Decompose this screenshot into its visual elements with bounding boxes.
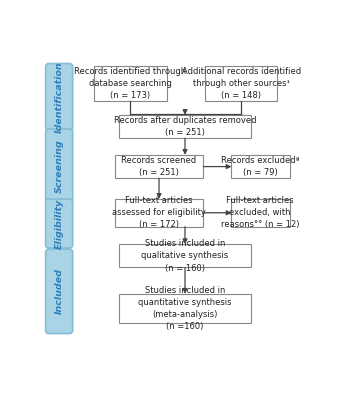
FancyBboxPatch shape xyxy=(94,66,167,101)
Text: Studies included in
quantitative synthesis
(meta-analysis)
(n =160): Studies included in quantitative synthes… xyxy=(138,286,232,331)
Text: Records screened
(n = 251): Records screened (n = 251) xyxy=(121,156,197,177)
Text: Records after duplicates removed
(n = 251): Records after duplicates removed (n = 25… xyxy=(114,116,256,137)
FancyBboxPatch shape xyxy=(46,249,73,334)
FancyBboxPatch shape xyxy=(119,115,251,138)
FancyBboxPatch shape xyxy=(46,64,73,131)
FancyBboxPatch shape xyxy=(231,199,290,227)
Text: Included: Included xyxy=(55,268,64,314)
Text: Identification: Identification xyxy=(55,62,64,133)
FancyBboxPatch shape xyxy=(46,199,73,248)
FancyBboxPatch shape xyxy=(119,294,251,323)
Text: Screening: Screening xyxy=(55,140,64,193)
FancyBboxPatch shape xyxy=(119,244,251,268)
FancyBboxPatch shape xyxy=(46,129,73,204)
Text: Records excludedª
(n = 79): Records excludedª (n = 79) xyxy=(221,156,300,177)
FancyBboxPatch shape xyxy=(205,66,277,101)
Text: Full-text articles
assessed for eligibility
(n = 172): Full-text articles assessed for eligibil… xyxy=(112,196,206,230)
FancyBboxPatch shape xyxy=(231,155,290,178)
Text: Eligibility: Eligibility xyxy=(55,198,64,249)
Text: Additional records identified
through other sources¹
(n = 148): Additional records identified through ot… xyxy=(181,67,301,100)
Text: Full-text articles
excluded, with
reasons°° (n = 12): Full-text articles excluded, with reason… xyxy=(221,196,299,230)
Text: Studies included in
qualitative synthesis
(n = 160): Studies included in qualitative synthesi… xyxy=(142,239,229,272)
FancyBboxPatch shape xyxy=(115,199,203,227)
Text: Records identified through
database searching
(n = 173): Records identified through database sear… xyxy=(74,67,186,100)
FancyBboxPatch shape xyxy=(115,155,203,178)
